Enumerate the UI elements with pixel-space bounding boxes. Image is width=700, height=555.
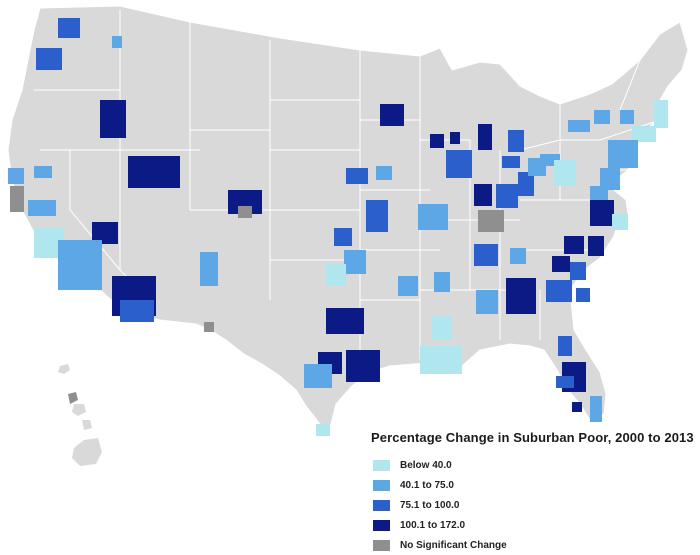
metro-bay-area xyxy=(10,186,24,212)
metro-raleigh xyxy=(588,236,604,256)
metro-areas xyxy=(8,18,668,436)
metro-madison xyxy=(450,132,460,144)
legend-swatch xyxy=(373,459,390,471)
metro-hartford xyxy=(632,126,656,142)
metro-san-antonio xyxy=(304,364,332,388)
metro-buffalo xyxy=(568,120,590,132)
metro-portland xyxy=(36,48,62,70)
metro-new-orleans xyxy=(420,346,462,374)
metro-jackson xyxy=(432,316,452,340)
metro-indianapolis xyxy=(474,184,492,206)
metro-cape-coral xyxy=(572,402,582,412)
metro-seattle xyxy=(58,18,80,38)
legend-label: No Significant Change xyxy=(400,539,507,551)
metro-spokane xyxy=(112,36,122,48)
legend-label: 40.1 to 75.0 xyxy=(400,479,454,491)
legend-label: 75.1 to 100.0 xyxy=(400,499,460,511)
metro-el-paso xyxy=(204,322,214,332)
metro-knoxville xyxy=(510,248,526,264)
metro-boston xyxy=(654,100,668,128)
metro-boise xyxy=(100,100,126,138)
metro-birmingham xyxy=(476,290,498,314)
metro-los-angeles xyxy=(58,240,102,290)
metro-grand-rapids xyxy=(478,124,492,150)
metro-columbus xyxy=(496,184,518,208)
metro-houston xyxy=(346,350,380,382)
metro-detroit xyxy=(508,130,524,152)
metro-memphis xyxy=(434,272,450,292)
metro-louisville xyxy=(478,210,504,232)
hawaii-island-3 xyxy=(82,420,92,430)
metro-virginia-beach xyxy=(612,214,628,230)
metro-des-moines xyxy=(376,166,392,180)
legend-label: Below 40.0 xyxy=(400,459,452,471)
metro-wichita xyxy=(334,228,352,246)
metro-greensboro xyxy=(564,236,584,254)
legend-label: 100.1 to 172.0 xyxy=(400,519,466,531)
metro-milwaukee xyxy=(430,134,444,148)
metro-baltimore xyxy=(590,186,608,202)
metro-toledo xyxy=(502,156,520,168)
metro-omaha xyxy=(346,168,368,184)
metro-washington xyxy=(590,200,614,226)
metro-nashville xyxy=(474,244,498,266)
metro-las-vegas xyxy=(92,222,118,244)
legend-swatch xyxy=(373,479,390,491)
legend-item: 100.1 to 172.0 xyxy=(371,515,691,535)
metro-st-louis xyxy=(418,204,448,230)
metro-jacksonville xyxy=(558,336,572,356)
legend-item: No Significant Change xyxy=(371,535,691,555)
metro-salt-lake xyxy=(128,156,180,188)
metro-tucson xyxy=(120,300,154,322)
metro-cincinnati xyxy=(518,172,534,196)
hawaii-big-island xyxy=(72,438,102,466)
metro-little-rock xyxy=(398,276,418,296)
metro-tulsa xyxy=(344,250,366,274)
metro-colorado-springs xyxy=(238,206,252,218)
metro-mcallen xyxy=(316,424,330,436)
metro-sacramento xyxy=(8,168,24,184)
metro-charlotte xyxy=(552,256,570,272)
metro-philadelphia xyxy=(600,168,620,190)
legend: Percentage Change in Suburban Poor, 2000… xyxy=(371,430,694,555)
legend-swatch xyxy=(373,539,390,551)
us-map xyxy=(7,5,689,466)
metro-new-york xyxy=(608,140,638,168)
metro-columbia xyxy=(570,262,586,280)
legend-item: 40.1 to 75.0 xyxy=(371,475,691,495)
metro-augusta xyxy=(546,280,572,302)
metro-dallas xyxy=(326,308,364,334)
metro-charleston xyxy=(576,288,590,302)
metro-rochester xyxy=(594,110,610,124)
legend-title: Percentage Change in Suburban Poor, 2000… xyxy=(371,430,694,445)
metro-chicago xyxy=(446,150,472,178)
legend-swatch xyxy=(373,499,390,511)
legend-item: 75.1 to 100.0 xyxy=(371,495,691,515)
metro-albuquerque xyxy=(200,252,218,286)
metro-kansas-city xyxy=(366,200,388,232)
metro-albany xyxy=(620,110,634,124)
hawaii-island-2 xyxy=(72,404,86,416)
hawaii-island-1 xyxy=(68,392,78,404)
metro-reno xyxy=(34,166,52,178)
metro-atlanta xyxy=(506,278,536,314)
metro-tampa xyxy=(556,376,574,388)
metro-oklahoma-city xyxy=(326,264,346,286)
metro-miami xyxy=(590,396,602,422)
metro-fresno xyxy=(28,200,56,216)
metro-harrisburg xyxy=(554,160,576,186)
alaska-shape xyxy=(58,364,70,374)
legend-item: Below 40.0 xyxy=(371,455,691,475)
legend-items: Below 40.0 40.1 to 75.0 75.1 to 100.0 100.1… xyxy=(371,455,691,555)
legend-swatch xyxy=(373,519,390,531)
metro-minneapolis xyxy=(380,104,404,126)
